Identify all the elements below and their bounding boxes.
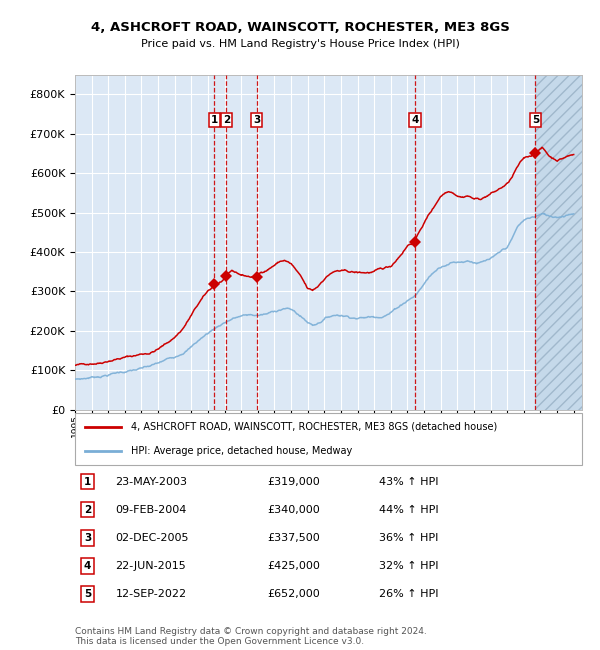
Text: £319,000: £319,000 [268, 477, 320, 487]
Text: 44% ↑ HPI: 44% ↑ HPI [379, 505, 439, 515]
Text: 2: 2 [223, 115, 230, 125]
Text: 3: 3 [253, 115, 260, 125]
Text: £425,000: £425,000 [268, 561, 320, 571]
Text: 23-MAY-2003: 23-MAY-2003 [116, 477, 188, 487]
FancyBboxPatch shape [75, 413, 582, 465]
Text: £340,000: £340,000 [268, 505, 320, 515]
Text: 1: 1 [211, 115, 218, 125]
Text: 5: 5 [84, 589, 91, 599]
Text: Price paid vs. HM Land Registry's House Price Index (HPI): Price paid vs. HM Land Registry's House … [140, 39, 460, 49]
Text: 32% ↑ HPI: 32% ↑ HPI [379, 561, 439, 571]
Text: 43% ↑ HPI: 43% ↑ HPI [379, 477, 439, 487]
Text: 4, ASHCROFT ROAD, WAINSCOTT, ROCHESTER, ME3 8GS: 4, ASHCROFT ROAD, WAINSCOTT, ROCHESTER, … [91, 21, 509, 34]
Text: £652,000: £652,000 [268, 589, 320, 599]
Text: 12-SEP-2022: 12-SEP-2022 [116, 589, 187, 599]
Text: 22-JUN-2015: 22-JUN-2015 [116, 561, 187, 571]
Text: 26% ↑ HPI: 26% ↑ HPI [379, 589, 439, 599]
Text: 02-DEC-2005: 02-DEC-2005 [116, 533, 189, 543]
Text: £337,500: £337,500 [268, 533, 320, 543]
Text: HPI: Average price, detached house, Medway: HPI: Average price, detached house, Medw… [131, 446, 352, 456]
Text: 09-FEB-2004: 09-FEB-2004 [116, 505, 187, 515]
Text: 4: 4 [412, 115, 419, 125]
Text: 2: 2 [84, 505, 91, 515]
Text: 4: 4 [84, 561, 91, 571]
Text: 4, ASHCROFT ROAD, WAINSCOTT, ROCHESTER, ME3 8GS (detached house): 4, ASHCROFT ROAD, WAINSCOTT, ROCHESTER, … [131, 422, 497, 432]
Text: 3: 3 [84, 533, 91, 543]
Text: 1: 1 [84, 477, 91, 487]
Text: Contains HM Land Registry data © Crown copyright and database right 2024.
This d: Contains HM Land Registry data © Crown c… [75, 627, 427, 646]
Text: 5: 5 [532, 115, 539, 125]
Text: 36% ↑ HPI: 36% ↑ HPI [379, 533, 439, 543]
